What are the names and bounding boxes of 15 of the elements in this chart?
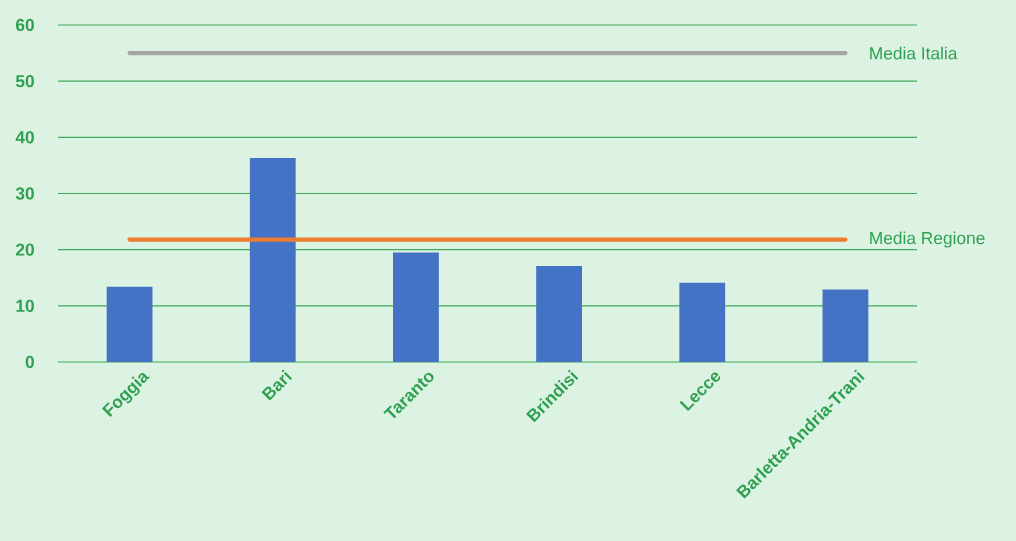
y-tick-label: 10 [16,299,34,312]
y-tick-label: 0 [25,355,34,369]
y-tick-label: 40 [15,131,34,144]
bar [249,158,296,362]
ref-line-label: Media Regione [870,231,985,248]
y-tick-label: 60 [15,18,34,32]
bar [679,282,726,362]
y-tick-label: 30 [15,187,34,200]
y-tick-label: 50 [15,75,34,88]
y-tick-label: 20 [15,243,34,256]
bar [536,265,582,362]
bar [822,289,869,362]
bar [106,286,153,362]
bar [393,252,439,362]
ref-line-label: Media Italia [870,46,958,60]
